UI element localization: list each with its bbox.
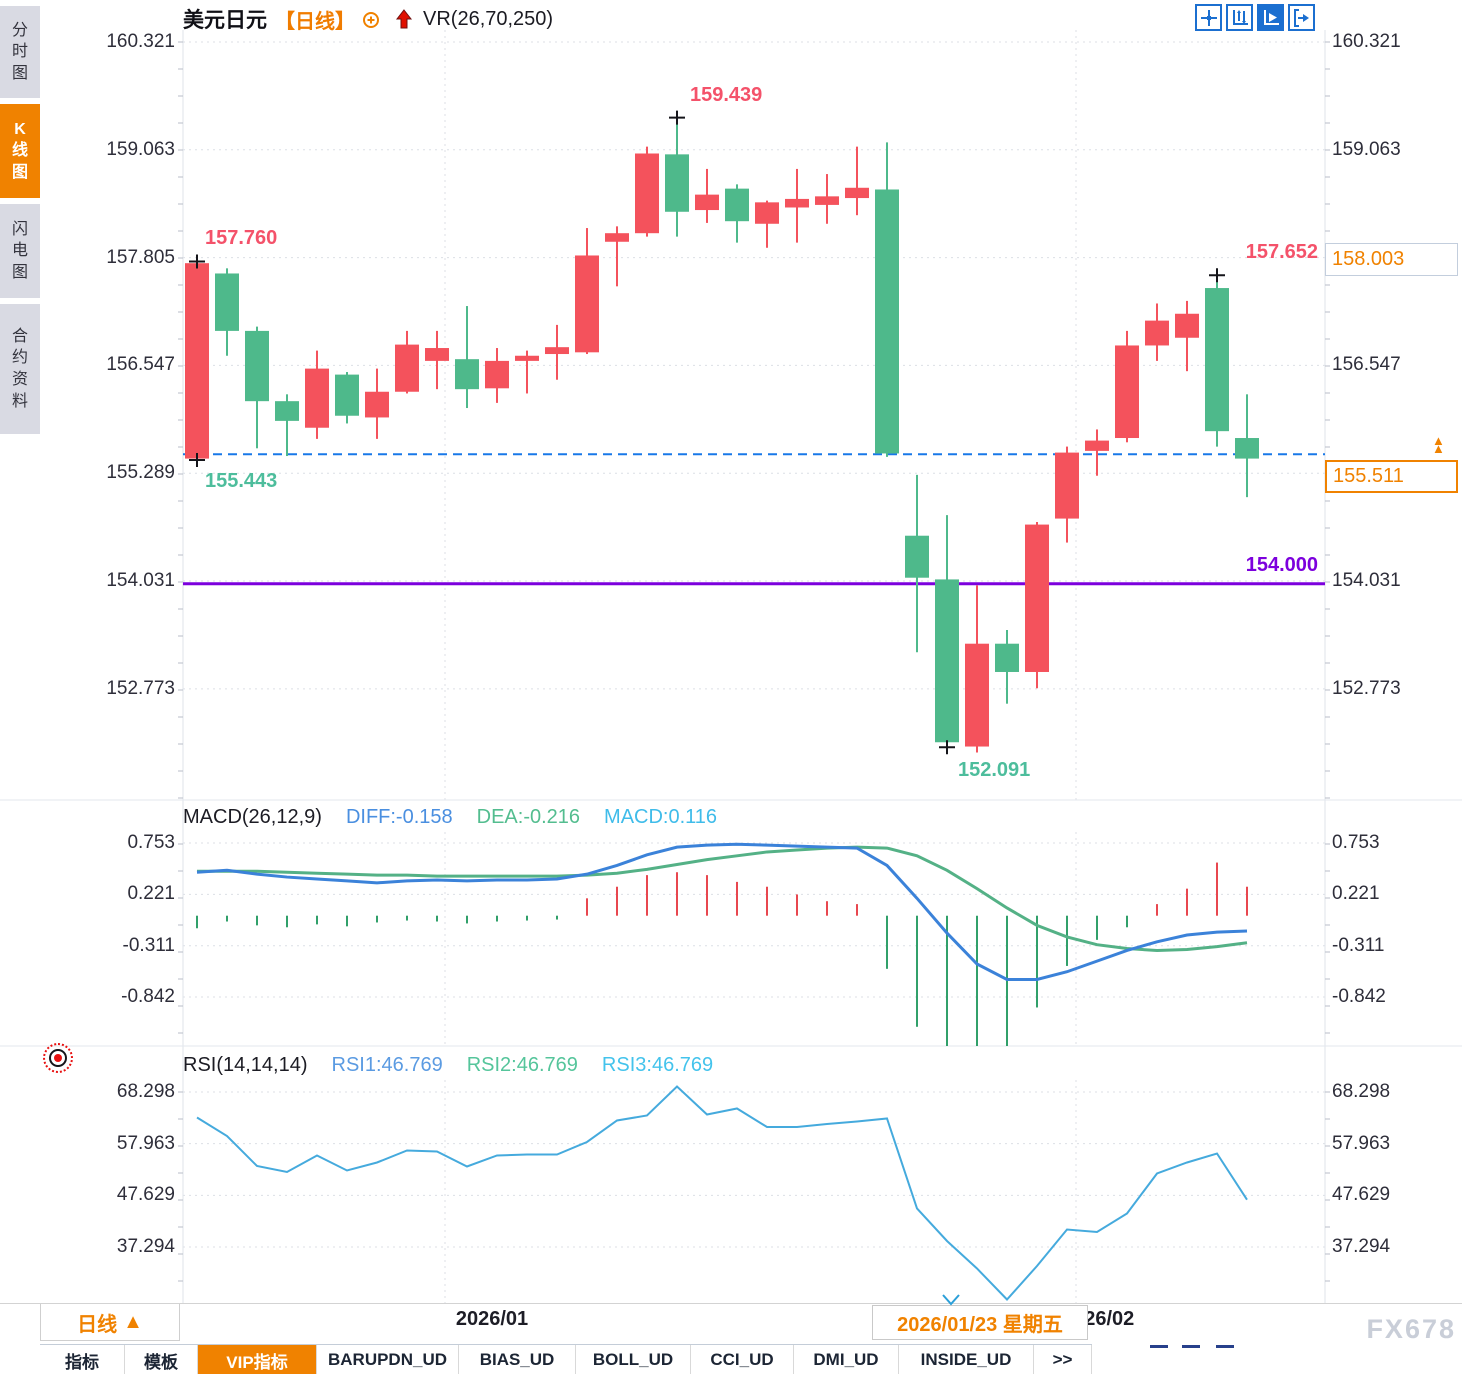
macd-axis-label-right: 0.221 xyxy=(1332,883,1380,905)
rsi-axis-label-left: 37.294 xyxy=(116,1236,175,1258)
scroll-indicator-dash xyxy=(1150,1345,1168,1348)
rsi-axis-label-right: 47.629 xyxy=(1332,1184,1391,1206)
macd-diff-value: DIFF:-0.158 xyxy=(345,806,453,828)
price-axis-label-left: 159.063 xyxy=(106,138,175,160)
price-axis-label-left: 157.805 xyxy=(106,246,175,268)
price-axis-label-right: 160.321 xyxy=(1332,31,1401,52)
current-price-box: 155.511 xyxy=(1325,460,1458,494)
rsi-header: RSI(14,14,14) RSI1:46.769 RSI2:46.769 RS… xyxy=(183,1054,713,1077)
period-tag: 【日线】 xyxy=(275,10,355,33)
period-up-arrow-icon: ▲ xyxy=(123,1310,143,1333)
alert-price-box: 158.003 xyxy=(1325,242,1458,276)
price-axis-label-left: 155.289 xyxy=(106,462,175,484)
price-annotation: 157.652 xyxy=(1245,240,1318,263)
indicator-tab[interactable]: 指标 xyxy=(40,1345,125,1374)
macd-axis-label-left: -0.311 xyxy=(122,934,175,956)
macd-axis-label-left: -0.842 xyxy=(121,986,175,1008)
sidebar-tab-4[interactable]: 合 约 资 料 xyxy=(0,304,40,434)
macd-axis-label-right: -0.311 xyxy=(1332,934,1385,956)
rsi2-value: RSI2:46.769 xyxy=(466,1054,578,1076)
price-annotation: 159.439 xyxy=(690,83,763,106)
double-up-arrow-icon: ▲ ▲ xyxy=(1432,433,1445,457)
macd-dea-value: DEA:-0.216 xyxy=(476,806,581,828)
sidebar-tab-1[interactable]: 分 时 图 xyxy=(0,6,40,98)
price-annotation: 155.443 xyxy=(205,470,278,493)
rsi-axis-label-left: 68.298 xyxy=(116,1081,175,1102)
up-arrow-icon xyxy=(395,9,413,29)
alert-price-value: 158.003 xyxy=(1332,247,1405,270)
scroll-indicator-dash xyxy=(1216,1345,1234,1348)
price-axis-label-left: 154.031 xyxy=(106,570,175,592)
price-axis-label-right: 154.031 xyxy=(1332,570,1401,592)
rsi3-value: RSI3:46.769 xyxy=(601,1054,714,1076)
chart-title-row: 美元日元 【日线】 VR(26,70,250) xyxy=(183,5,553,33)
price-axis-label-right: 159.063 xyxy=(1332,138,1401,160)
period-selector-button[interactable]: 日线 ▲ xyxy=(40,1304,180,1341)
price-axis-label-left: 160.321 xyxy=(106,31,175,52)
chevron-down-icon xyxy=(942,1294,960,1306)
macd-title: MACD(26,12,9) xyxy=(183,806,322,828)
price-annotation: 154.000 xyxy=(1245,553,1318,576)
indicator-tab[interactable]: BIAS_UD xyxy=(459,1345,576,1374)
indicator-tab[interactable]: INSIDE_UD xyxy=(899,1345,1034,1374)
indicator-tab[interactable]: >> xyxy=(1034,1345,1092,1374)
rsi-axis-label-left: 47.629 xyxy=(116,1184,175,1206)
period-label: 日线 xyxy=(77,1313,118,1336)
rsi-axis-label-right: 37.294 xyxy=(1332,1236,1391,1258)
circle-plus-icon[interactable] xyxy=(361,9,381,29)
fit-chart-icon[interactable] xyxy=(1195,4,1222,31)
indicator-tab[interactable]: VIP指标 xyxy=(198,1345,317,1374)
price-axis-label-right: 156.547 xyxy=(1332,354,1401,376)
rsi-axis-label-right: 68.298 xyxy=(1332,1081,1391,1102)
macd-axis-label-right: -0.842 xyxy=(1332,986,1386,1008)
sidebar-tab-2[interactable]: K 线 图 xyxy=(0,104,40,198)
axis-scale-icon[interactable] xyxy=(1226,4,1253,31)
scroll-indicator-dash xyxy=(1182,1345,1200,1348)
rsi-title: RSI(14,14,14) xyxy=(183,1054,308,1076)
indicator-tab[interactable]: CCI_UD xyxy=(691,1345,794,1374)
chart-toolbar xyxy=(1195,4,1315,31)
price-axis-label-left: 156.547 xyxy=(106,354,175,376)
symbol-name: 美元日元 xyxy=(183,9,267,32)
rsi1-value: RSI1:46.769 xyxy=(331,1054,443,1076)
price-axis-label-left: 152.773 xyxy=(106,677,175,699)
price-axis-label-right: 152.773 xyxy=(1332,677,1401,699)
indicator-tab[interactable]: 模板 xyxy=(125,1345,198,1374)
price-annotation: 152.091 xyxy=(958,759,1031,782)
indicator-tab[interactable]: BOLL_UD xyxy=(576,1345,691,1374)
indicator-tabbar: 指标 模板 VIP指标 BARUPDN_UD BIAS_UD BOLL_UD CCI_UD D… xyxy=(40,1344,1092,1374)
current-price-value: 155.511 xyxy=(1333,465,1404,488)
rsi-axis-label-right: 57.963 xyxy=(1332,1132,1391,1154)
x-axis-row xyxy=(0,1303,1462,1345)
watermark: FX678 xyxy=(1366,1314,1456,1344)
auto-scroll-icon[interactable] xyxy=(1257,4,1284,31)
alert-sun-icon[interactable] xyxy=(43,1043,73,1073)
macd-hist-value: MACD:0.116 xyxy=(604,806,718,828)
hover-date-text: 2026/01/23 星期五 xyxy=(897,1314,1063,1336)
x-axis-month1: 2026/01 xyxy=(455,1308,529,1330)
rsi-axis-label-left: 57.963 xyxy=(116,1132,175,1154)
hover-date-tooltip: 2026/01/23 星期五 xyxy=(872,1305,1088,1340)
macd-axis-label-left: 0.221 xyxy=(127,883,175,905)
macd-header: MACD(26,12,9) DIFF:-0.158 DEA:-0.216 MAC… xyxy=(183,806,717,829)
go-to-latest-icon[interactable] xyxy=(1288,4,1315,31)
macd-axis-label-right: 0.753 xyxy=(1332,831,1380,853)
indicator-tab[interactable]: BARUPDN_UD xyxy=(317,1345,459,1374)
vr-indicator-label: VR(26,70,250) xyxy=(423,7,554,30)
macd-axis-label-left: 0.753 xyxy=(127,831,175,853)
sidebar-tab-3[interactable]: 闪 电 图 xyxy=(0,204,40,298)
price-annotation: 157.760 xyxy=(205,227,278,250)
indicator-tab[interactable]: DMI_UD xyxy=(794,1345,899,1374)
